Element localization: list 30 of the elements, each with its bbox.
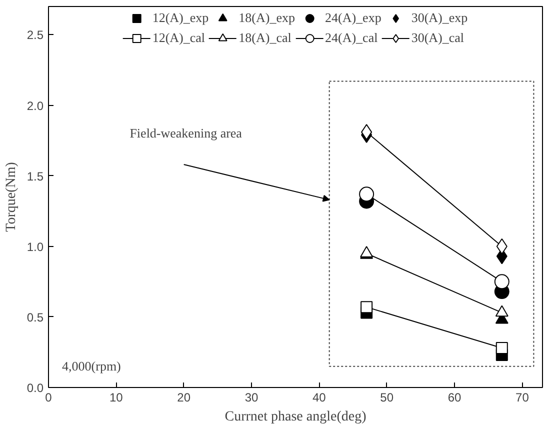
y-tick-label: 2.0 bbox=[26, 98, 44, 113]
x-tick-label: 30 bbox=[244, 390, 259, 404]
point bbox=[494, 274, 510, 290]
legend-label: 30(A)_exp bbox=[411, 10, 468, 26]
legend-label: 24(A)_cal bbox=[325, 30, 378, 46]
legend-label: 18(A)_exp bbox=[238, 10, 295, 26]
y-axis-title: Torque(Nm) bbox=[4, 162, 19, 232]
point bbox=[359, 186, 374, 202]
y-tick-label: 1.5 bbox=[26, 169, 44, 184]
x-tick-label: 50 bbox=[380, 390, 394, 404]
y-tick-label: 1.0 bbox=[26, 240, 44, 254]
annotation: Field-weakening area bbox=[130, 126, 242, 141]
x-tick-label: 70 bbox=[516, 390, 530, 404]
legend-label: 30(A)_cal bbox=[411, 30, 464, 46]
point bbox=[496, 342, 508, 354]
annotation: 4,000(rpm) bbox=[62, 358, 121, 374]
y-tick-label: 2.5 bbox=[26, 28, 44, 42]
y-tick-label: 0.5 bbox=[26, 310, 44, 324]
x-tick-label: 20 bbox=[177, 390, 191, 404]
legend-label: 12(A)_cal bbox=[152, 30, 206, 46]
y-tick-label: 0.0 bbox=[26, 381, 44, 395]
x-tick-label: 0 bbox=[45, 390, 52, 404]
x-tick-label: 10 bbox=[109, 390, 124, 404]
legend-label: 24(A)_exp bbox=[325, 10, 382, 26]
x-tick-label: 40 bbox=[312, 390, 326, 404]
x-tick-label: 60 bbox=[448, 390, 462, 404]
legend-label: 18(A)_cal bbox=[238, 30, 292, 46]
legend-label: 12(A)_exp bbox=[152, 10, 209, 26]
x-axis-title: Currnet phase angle(deg) bbox=[224, 410, 367, 424]
point bbox=[360, 301, 373, 314]
